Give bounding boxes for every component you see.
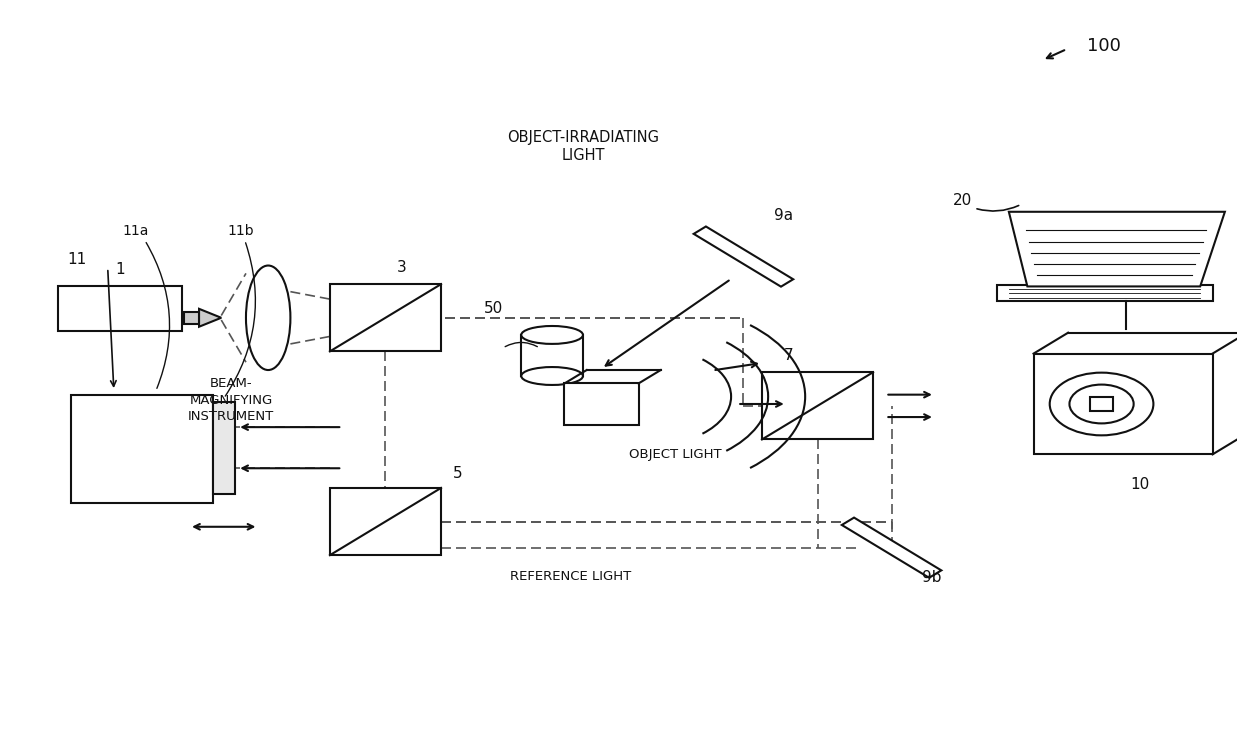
- Text: 9a: 9a: [774, 208, 794, 223]
- Text: 11b: 11b: [228, 224, 254, 238]
- Text: 20: 20: [952, 193, 972, 208]
- Polygon shape: [200, 309, 221, 326]
- Polygon shape: [842, 517, 941, 578]
- FancyBboxPatch shape: [185, 312, 200, 324]
- Text: MAGNIFYING: MAGNIFYING: [190, 394, 273, 407]
- Text: 7: 7: [784, 348, 794, 363]
- Ellipse shape: [521, 326, 583, 344]
- Ellipse shape: [246, 265, 290, 370]
- Text: 9b: 9b: [923, 570, 942, 585]
- FancyBboxPatch shape: [997, 285, 1213, 302]
- Text: 11: 11: [67, 252, 87, 267]
- FancyBboxPatch shape: [330, 488, 441, 555]
- Text: OBJECT-IRRADIATING: OBJECT-IRRADIATING: [507, 129, 658, 144]
- FancyBboxPatch shape: [564, 384, 639, 425]
- FancyBboxPatch shape: [330, 284, 441, 351]
- FancyBboxPatch shape: [212, 402, 234, 494]
- Text: LIGHT: LIGHT: [562, 147, 605, 162]
- FancyBboxPatch shape: [1090, 397, 1112, 411]
- Text: BEAM-: BEAM-: [210, 378, 253, 390]
- FancyBboxPatch shape: [71, 395, 212, 503]
- Text: 50: 50: [484, 302, 503, 317]
- Text: 10: 10: [1131, 477, 1149, 492]
- Circle shape: [1069, 384, 1133, 423]
- FancyBboxPatch shape: [1033, 353, 1213, 454]
- FancyBboxPatch shape: [761, 372, 873, 439]
- Ellipse shape: [521, 367, 583, 385]
- Text: INSTRUMENT: INSTRUMENT: [188, 411, 274, 423]
- FancyBboxPatch shape: [58, 287, 182, 331]
- Circle shape: [1050, 373, 1153, 435]
- Text: OBJECT LIGHT: OBJECT LIGHT: [629, 448, 722, 461]
- Text: 3: 3: [397, 260, 407, 275]
- Text: 100: 100: [1086, 37, 1121, 55]
- Text: REFERENCE LIGHT: REFERENCE LIGHT: [510, 569, 631, 583]
- Text: 11a: 11a: [123, 224, 149, 238]
- Text: 5: 5: [454, 465, 463, 481]
- Text: 1: 1: [115, 262, 125, 277]
- Polygon shape: [1009, 212, 1225, 287]
- Polygon shape: [693, 226, 794, 287]
